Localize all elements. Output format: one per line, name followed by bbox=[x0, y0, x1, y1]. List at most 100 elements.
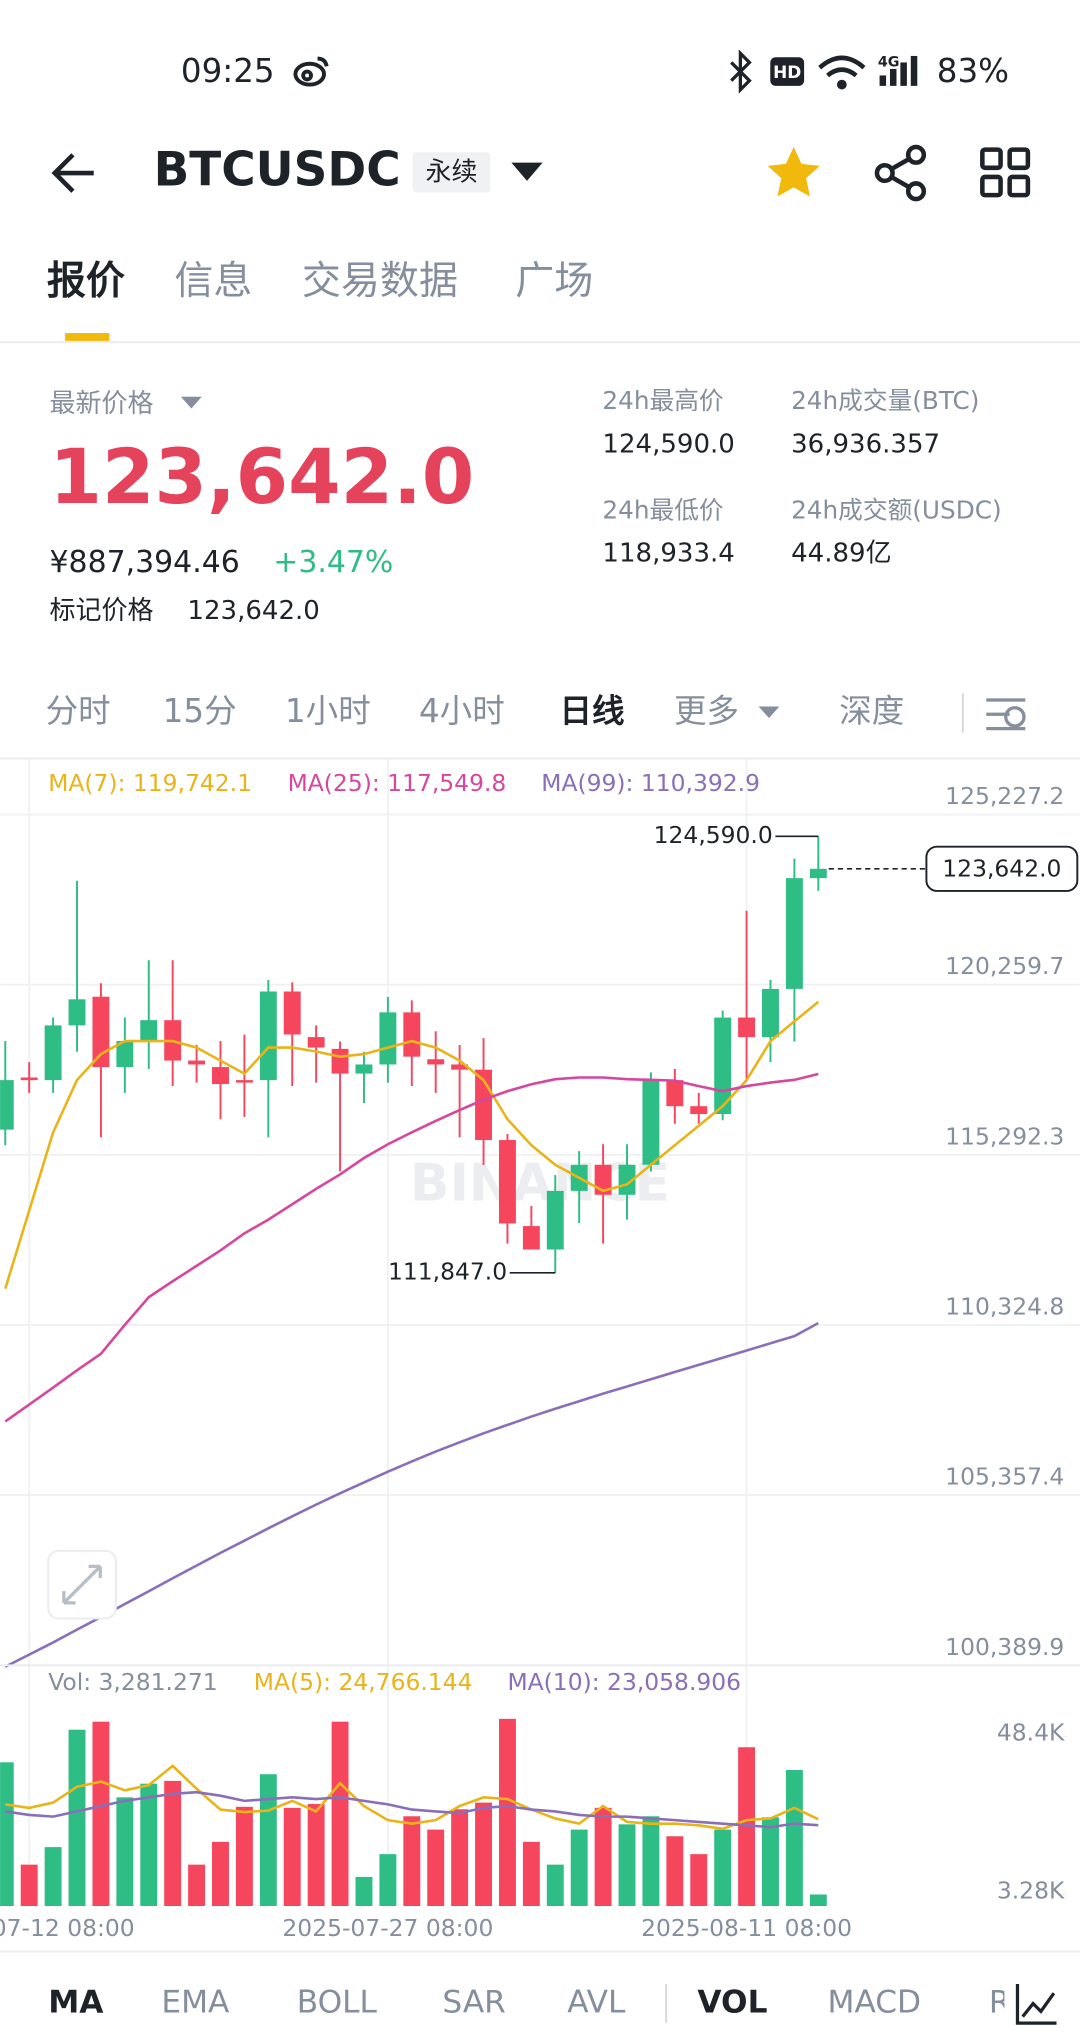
signal-icon bbox=[879, 55, 918, 86]
ma-line bbox=[4, 1000, 820, 1290]
plot: BINANCE125,227.2120,259.7115,292.3110,32… bbox=[0, 758, 1080, 1942]
indicator-tab[interactable]: VOL bbox=[697, 1985, 767, 2021]
x-tick-label: 2025-07-27 08:00 bbox=[282, 1914, 493, 1942]
price-dropdown[interactable] bbox=[180, 396, 202, 409]
candle-body bbox=[212, 1067, 229, 1085]
stat-label: 24h成交量(BTC) bbox=[791, 386, 979, 415]
vol-ma-legend: MA(10): 23,058.906 bbox=[507, 1668, 741, 1696]
indicator-icon[interactable] bbox=[1015, 1984, 1057, 2025]
stat-value: 36,936.357 bbox=[791, 429, 940, 459]
candle-body bbox=[355, 1064, 373, 1074]
candle-body bbox=[498, 1140, 516, 1224]
candle-body bbox=[68, 999, 86, 1026]
indicator-tab[interactable]: EMA bbox=[161, 1985, 230, 2021]
y-tick-label: 3.28K bbox=[997, 1876, 1065, 1904]
expand-icon bbox=[62, 1564, 102, 1605]
candle-body bbox=[20, 1077, 38, 1081]
volume-bar bbox=[570, 1829, 588, 1906]
candle-body bbox=[809, 868, 827, 879]
candle-body bbox=[92, 996, 110, 1068]
candle-body bbox=[188, 1060, 206, 1065]
candle-body bbox=[331, 1048, 349, 1074]
volume-bar bbox=[259, 1774, 277, 1906]
indicator-tab[interactable]: AVL bbox=[567, 1985, 626, 2021]
candle-body bbox=[546, 1190, 564, 1250]
volume-bar bbox=[0, 1762, 14, 1906]
interval[interactable]: 深度 bbox=[839, 692, 904, 730]
hd-label: HD bbox=[773, 62, 801, 82]
interval[interactable]: 4小时 bbox=[419, 692, 505, 730]
ma-legend: MA(7): 119,742.1 bbox=[48, 769, 252, 797]
volume-bar bbox=[594, 1807, 612, 1906]
volume-bar bbox=[714, 1829, 732, 1906]
candle-body bbox=[259, 991, 277, 1081]
stat-value: 124,590.0 bbox=[602, 429, 734, 459]
share-button[interactable] bbox=[874, 144, 927, 202]
interval[interactable]: 15分 bbox=[163, 692, 237, 730]
y-tick-label: 125,227.2 bbox=[945, 782, 1064, 810]
ma-legend: MA(25): 117,549.8 bbox=[288, 769, 507, 797]
back-button[interactable] bbox=[51, 153, 94, 193]
interval[interactable]: 分时 bbox=[46, 692, 111, 730]
tab[interactable]: 报价 bbox=[47, 259, 125, 304]
volume-title: Vol: 3,281.271 bbox=[48, 1668, 217, 1696]
candle-body bbox=[738, 1017, 756, 1038]
interval[interactable]: 日线 bbox=[560, 692, 625, 730]
price-tag-label: 123,642.0 bbox=[942, 855, 1061, 883]
volume-bar bbox=[188, 1864, 206, 1906]
vol-ma-line bbox=[5, 1764, 819, 1831]
tab-indicator bbox=[65, 333, 110, 341]
volume-bar bbox=[44, 1847, 62, 1906]
y-tick-label: 120,259.7 bbox=[945, 952, 1064, 980]
candle-body bbox=[379, 1012, 397, 1065]
volume-bar bbox=[475, 1802, 492, 1906]
candle-body bbox=[618, 1164, 636, 1195]
candle-body bbox=[235, 1080, 253, 1083]
interval[interactable]: 更多 bbox=[674, 692, 739, 730]
stat-value: 44.89亿 bbox=[791, 539, 892, 569]
volume-bar bbox=[618, 1824, 636, 1906]
vol-ma-legend: MA(5): 24,766.144 bbox=[254, 1668, 473, 1696]
tab[interactable]: 交易数据 bbox=[302, 259, 458, 304]
indicator-tab[interactable]: BOLL bbox=[297, 1985, 378, 2021]
more-dropdown[interactable] bbox=[758, 706, 780, 719]
stat-value: 118,933.4 bbox=[602, 539, 734, 569]
indicator-tab[interactable]: MA bbox=[48, 1985, 104, 2021]
interval[interactable]: 1小时 bbox=[285, 692, 371, 730]
indicator-tab[interactable]: SAR bbox=[442, 1985, 505, 2021]
battery: 83% bbox=[937, 52, 1009, 90]
ma-line bbox=[4, 1321, 819, 1668]
grid-menu[interactable] bbox=[980, 147, 1031, 198]
volume-bar bbox=[212, 1841, 229, 1906]
candle-body bbox=[307, 1037, 325, 1048]
favorite-star[interactable] bbox=[767, 147, 820, 197]
y-tick-label: 110,324.8 bbox=[945, 1293, 1064, 1321]
volume-bar bbox=[235, 1806, 253, 1906]
volume-bar bbox=[164, 1780, 182, 1906]
volume-bar bbox=[762, 1817, 779, 1906]
vol-ma-line bbox=[5, 1790, 819, 1829]
symbol-dropdown[interactable] bbox=[511, 162, 543, 181]
cny-price: ¥887,394.46 bbox=[50, 545, 240, 580]
weibo-icon bbox=[293, 56, 329, 87]
volume-bar bbox=[20, 1864, 38, 1906]
indicator-tab[interactable]: MACD bbox=[828, 1985, 922, 2021]
clock: 09:25 bbox=[181, 52, 275, 90]
ma-legend: MA(99): 110,392.9 bbox=[541, 769, 760, 797]
volume-bar bbox=[451, 1809, 469, 1906]
tab[interactable]: 广场 bbox=[515, 259, 593, 304]
stat-label: 24h成交额(USDC) bbox=[791, 495, 1002, 524]
wifi-icon bbox=[818, 55, 866, 90]
volume-bar bbox=[642, 1816, 660, 1906]
volume-bar bbox=[307, 1804, 325, 1906]
y-tick-label: 105,357.4 bbox=[945, 1463, 1064, 1491]
price-label: 最新价格 bbox=[50, 389, 154, 419]
candle-body bbox=[403, 1012, 421, 1057]
low-label: 111,847.0 bbox=[388, 1257, 507, 1285]
volume-bar bbox=[809, 1894, 827, 1906]
chart-settings[interactable] bbox=[986, 698, 1026, 731]
tab[interactable]: 信息 bbox=[174, 259, 252, 304]
volume-bar bbox=[283, 1807, 301, 1906]
